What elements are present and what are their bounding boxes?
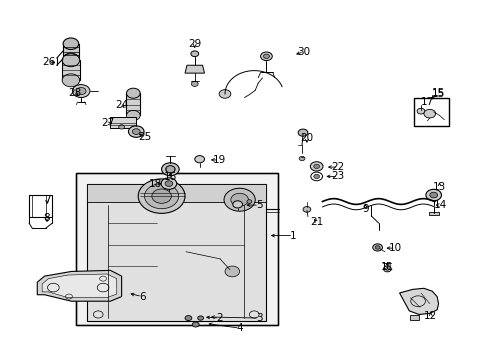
Circle shape bbox=[62, 74, 80, 87]
Bar bbox=[110, 117, 136, 128]
Text: 5: 5 bbox=[255, 200, 262, 210]
Polygon shape bbox=[37, 270, 122, 301]
Circle shape bbox=[197, 316, 203, 320]
Circle shape bbox=[298, 129, 307, 136]
Circle shape bbox=[161, 178, 176, 189]
Circle shape bbox=[313, 164, 319, 168]
Text: 27: 27 bbox=[101, 118, 114, 128]
Text: 9: 9 bbox=[362, 204, 368, 214]
Bar bbox=[87, 184, 266, 202]
Circle shape bbox=[164, 181, 172, 186]
Bar bbox=[126, 93, 140, 116]
Circle shape bbox=[62, 54, 80, 67]
Polygon shape bbox=[63, 44, 79, 59]
Text: 6: 6 bbox=[139, 292, 145, 302]
Polygon shape bbox=[399, 288, 438, 315]
Circle shape bbox=[194, 156, 204, 163]
Circle shape bbox=[119, 125, 124, 129]
Circle shape bbox=[230, 193, 248, 206]
Text: 29: 29 bbox=[188, 39, 201, 49]
Circle shape bbox=[303, 207, 310, 212]
Circle shape bbox=[263, 54, 269, 58]
Bar bbox=[428, 212, 438, 215]
Text: 25: 25 bbox=[138, 132, 151, 142]
Text: 4: 4 bbox=[236, 323, 243, 333]
Circle shape bbox=[246, 200, 251, 203]
Polygon shape bbox=[87, 184, 266, 320]
Text: 17: 17 bbox=[420, 97, 433, 107]
Text: 7: 7 bbox=[43, 195, 50, 205]
Circle shape bbox=[128, 126, 144, 137]
Circle shape bbox=[165, 166, 175, 173]
Polygon shape bbox=[184, 65, 204, 73]
Circle shape bbox=[313, 174, 319, 179]
Text: 28: 28 bbox=[68, 88, 81, 98]
Circle shape bbox=[132, 129, 140, 134]
Text: 1: 1 bbox=[289, 231, 296, 240]
Text: 19: 19 bbox=[212, 155, 225, 165]
Text: 14: 14 bbox=[433, 200, 446, 210]
Text: 30: 30 bbox=[297, 46, 310, 57]
Circle shape bbox=[126, 88, 140, 98]
Polygon shape bbox=[42, 274, 117, 298]
Text: 10: 10 bbox=[388, 243, 402, 253]
Polygon shape bbox=[409, 315, 418, 320]
Circle shape bbox=[63, 38, 79, 49]
Text: 24: 24 bbox=[115, 100, 128, 110]
Text: 22: 22 bbox=[331, 162, 344, 172]
Bar bbox=[413, 98, 448, 126]
Circle shape bbox=[152, 189, 171, 203]
Text: 16: 16 bbox=[163, 172, 177, 183]
Circle shape bbox=[224, 188, 255, 211]
Circle shape bbox=[310, 162, 323, 171]
Circle shape bbox=[144, 184, 178, 209]
Circle shape bbox=[429, 192, 437, 198]
Text: 23: 23 bbox=[331, 171, 344, 181]
Polygon shape bbox=[76, 173, 277, 325]
Circle shape bbox=[385, 267, 388, 270]
Circle shape bbox=[184, 316, 191, 320]
Circle shape bbox=[138, 179, 184, 213]
Circle shape bbox=[126, 111, 140, 121]
Text: 18: 18 bbox=[149, 179, 162, 189]
Text: 2: 2 bbox=[215, 313, 222, 323]
Polygon shape bbox=[62, 60, 80, 80]
Text: 3: 3 bbox=[255, 313, 262, 323]
Text: 8: 8 bbox=[43, 213, 50, 222]
Circle shape bbox=[192, 322, 199, 327]
Text: 26: 26 bbox=[42, 57, 55, 67]
Circle shape bbox=[299, 156, 305, 161]
Circle shape bbox=[232, 201, 242, 208]
Bar bbox=[76, 173, 277, 325]
Text: 13: 13 bbox=[432, 182, 445, 192]
Circle shape bbox=[72, 85, 90, 98]
Circle shape bbox=[374, 246, 379, 249]
Circle shape bbox=[416, 108, 424, 114]
Circle shape bbox=[190, 51, 198, 57]
Circle shape bbox=[224, 266, 239, 277]
Circle shape bbox=[423, 109, 435, 118]
Text: 15: 15 bbox=[431, 88, 444, 98]
Text: 15: 15 bbox=[431, 89, 444, 99]
Circle shape bbox=[161, 163, 179, 176]
Circle shape bbox=[191, 81, 198, 86]
Text: 21: 21 bbox=[309, 217, 323, 227]
Circle shape bbox=[219, 90, 230, 98]
Text: 11: 11 bbox=[380, 262, 393, 272]
Text: 20: 20 bbox=[300, 133, 313, 143]
Text: 12: 12 bbox=[423, 311, 436, 321]
Circle shape bbox=[425, 189, 441, 201]
Circle shape bbox=[76, 87, 86, 95]
Circle shape bbox=[260, 52, 272, 60]
Bar bbox=[29, 195, 52, 217]
Circle shape bbox=[63, 53, 79, 64]
Circle shape bbox=[372, 244, 382, 251]
